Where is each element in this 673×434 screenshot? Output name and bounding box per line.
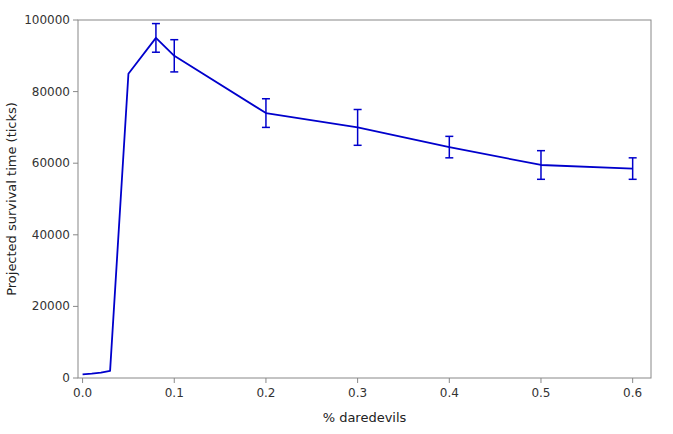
error-bar xyxy=(170,40,178,72)
y-tick xyxy=(73,234,78,235)
y-tick xyxy=(73,91,78,92)
line xyxy=(83,38,633,375)
x-tick xyxy=(540,378,541,383)
x-tick-label: 0.6 xyxy=(623,386,642,400)
chart: 0.0 0.1 0.2 0.3 0.4 0.5 0.6 0 20000 40000 60000 800… xyxy=(0,0,673,434)
error-bar xyxy=(354,110,362,146)
y-tick xyxy=(73,20,78,21)
x-axis-label: % daredevils xyxy=(323,410,407,425)
error-bar xyxy=(152,24,160,53)
x-tick xyxy=(265,378,266,383)
y-axis-label: Projected survival time (ticks) xyxy=(4,102,19,296)
x-tick-label: 0.5 xyxy=(531,386,550,400)
data xyxy=(83,24,637,375)
y-tick xyxy=(73,306,78,307)
x-tick xyxy=(174,378,175,383)
y-tick-label: 60000 xyxy=(32,156,70,170)
y-tick xyxy=(73,163,78,164)
error-bar xyxy=(262,99,270,128)
plot-frame xyxy=(78,20,651,378)
x-tick-label: 0.2 xyxy=(256,386,275,400)
x-tick xyxy=(82,378,83,383)
x-tick-label: 0.0 xyxy=(73,386,92,400)
x-tick xyxy=(449,378,450,383)
y-tick-label: 100000 xyxy=(24,13,70,27)
error-bar xyxy=(629,158,637,179)
x-tick-label: 0.4 xyxy=(440,386,459,400)
axes: 0.0 0.1 0.2 0.3 0.4 0.5 0.6 0 20000 40000 60000 800… xyxy=(24,13,642,400)
error-bar xyxy=(445,136,453,157)
y-tick xyxy=(73,378,78,379)
x-tick xyxy=(632,378,633,383)
y-tick-label: 0 xyxy=(62,371,70,385)
y-tick-label: 80000 xyxy=(32,85,70,99)
x-tick xyxy=(357,378,358,383)
y-tick-label: 20000 xyxy=(32,299,70,313)
error-bar xyxy=(537,151,545,180)
y-tick-label: 40000 xyxy=(32,228,70,242)
x-tick-label: 0.3 xyxy=(348,386,367,400)
x-tick-label: 0.1 xyxy=(165,386,184,400)
